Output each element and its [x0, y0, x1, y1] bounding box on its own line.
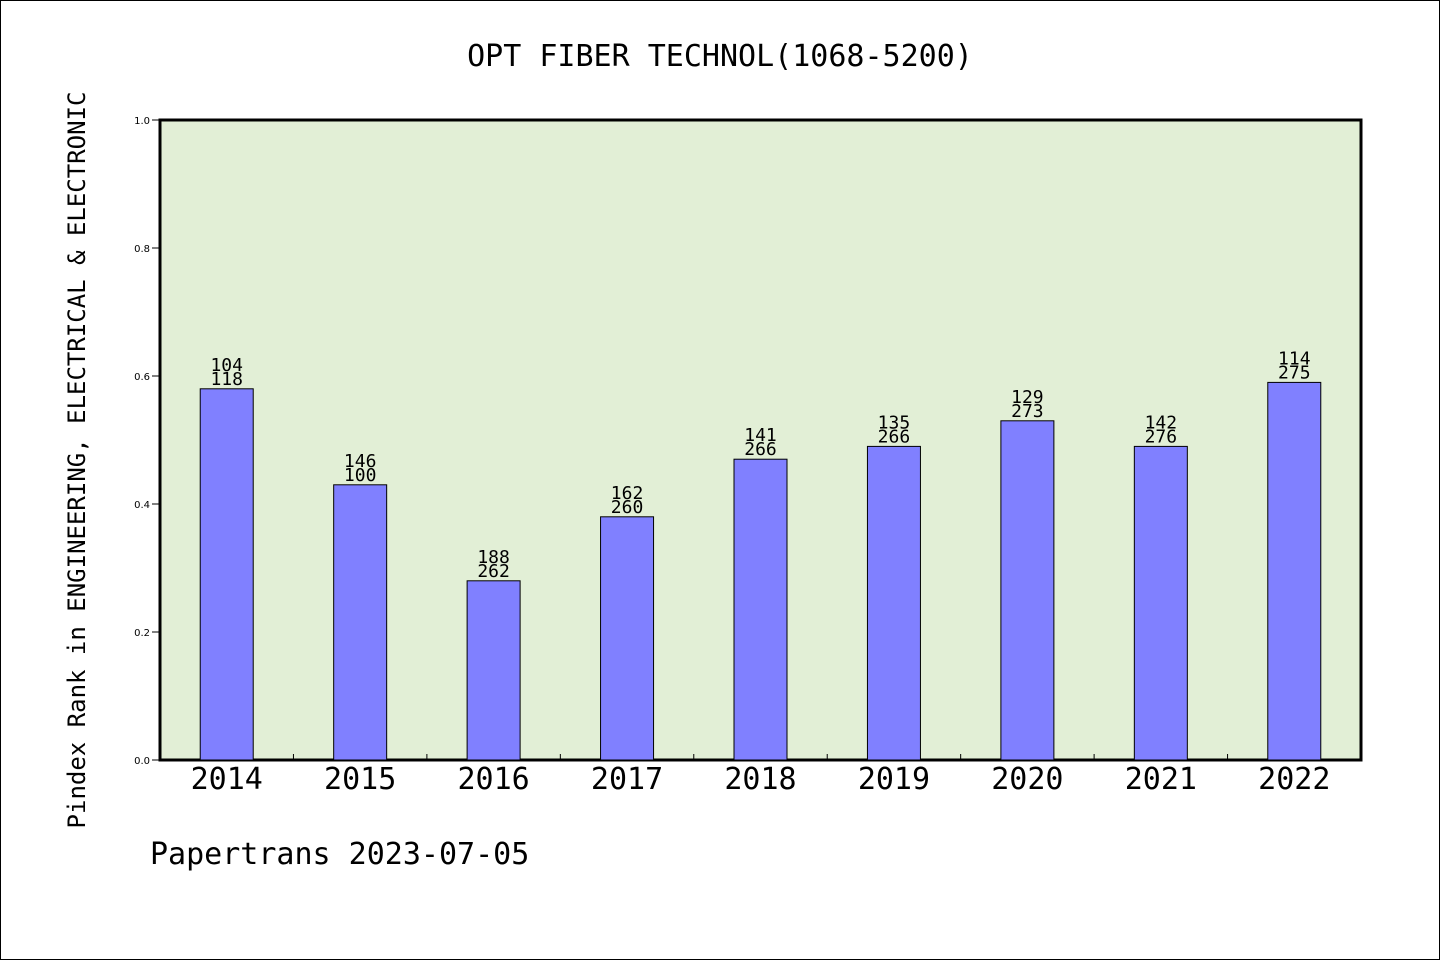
x-tick-label: 2019 — [858, 762, 930, 797]
y-axis-label: Pindex Rank in ENGINEERING, ELECTRICAL &… — [63, 92, 91, 829]
y-tick-label: 0.0 — [134, 756, 150, 767]
bar-label-bottom: 275 — [1278, 362, 1311, 383]
y-tick-label: 1.0 — [134, 116, 150, 127]
bar-2021 — [1133, 445, 1188, 761]
bar-label-top: 135 — [878, 412, 911, 433]
chart-title: OPT FIBER TECHNOL(1068-5200) — [467, 39, 973, 74]
y-tick-label: 0.6 — [134, 372, 150, 383]
x-tick-label: 2015 — [324, 762, 396, 797]
x-ticks-layer: 2014 2015 2016 2017 2018 2019 2020 2021 2022 — [191, 754, 1330, 797]
bar-label-top: 104 — [210, 355, 243, 376]
bar-label-bottom: 118 — [210, 369, 243, 390]
bar-label-top: 114 — [1278, 348, 1311, 369]
bar-label-bottom: 276 — [1145, 426, 1178, 447]
bar-label-bottom: 262 — [477, 561, 510, 582]
y-tick-label: 0.2 — [134, 628, 150, 639]
bar-label-top: 162 — [611, 483, 644, 504]
footer-credit: Papertrans 2023-07-05 — [150, 837, 529, 872]
x-tick-label: 2020 — [991, 762, 1063, 797]
bar-label-bottom: 273 — [1011, 401, 1044, 422]
x-tick-label: 2022 — [1258, 762, 1330, 797]
bar-label-bottom: 266 — [744, 439, 777, 460]
y-tick-label: 0.8 — [134, 244, 150, 255]
bar-2017 — [600, 516, 655, 761]
y-tick-label: 0.4 — [134, 500, 150, 511]
bar-2022 — [1267, 381, 1322, 761]
x-tick-label: 2016 — [457, 762, 529, 797]
x-tick-label: 2017 — [591, 762, 663, 797]
bar-label-top: 141 — [744, 425, 777, 446]
bar-2015 — [333, 484, 388, 761]
bar-2019 — [866, 445, 921, 761]
bar-label-top: 146 — [344, 451, 377, 472]
bars-layer: 1041181461001882621622601412661352661292… — [199, 348, 1322, 761]
y-ticks-layer: 0.0 0.2 0.4 0.6 0.8 1.0 — [134, 116, 160, 767]
x-tick-label: 2018 — [724, 762, 796, 797]
bar-2016 — [466, 580, 521, 761]
bar-label-top: 142 — [1145, 412, 1178, 433]
bar-2020 — [1000, 420, 1055, 761]
x-tick-label: 2014 — [191, 762, 263, 797]
bar-2014 — [199, 388, 254, 761]
bar-2018 — [733, 458, 788, 761]
bar-label-bottom: 266 — [878, 426, 911, 447]
bar-label-bottom: 100 — [344, 465, 377, 486]
bar-label-bottom: 260 — [611, 497, 644, 518]
x-tick-label: 2021 — [1125, 762, 1197, 797]
bar-label-top: 188 — [477, 547, 510, 568]
bar-label-top: 129 — [1011, 387, 1044, 408]
